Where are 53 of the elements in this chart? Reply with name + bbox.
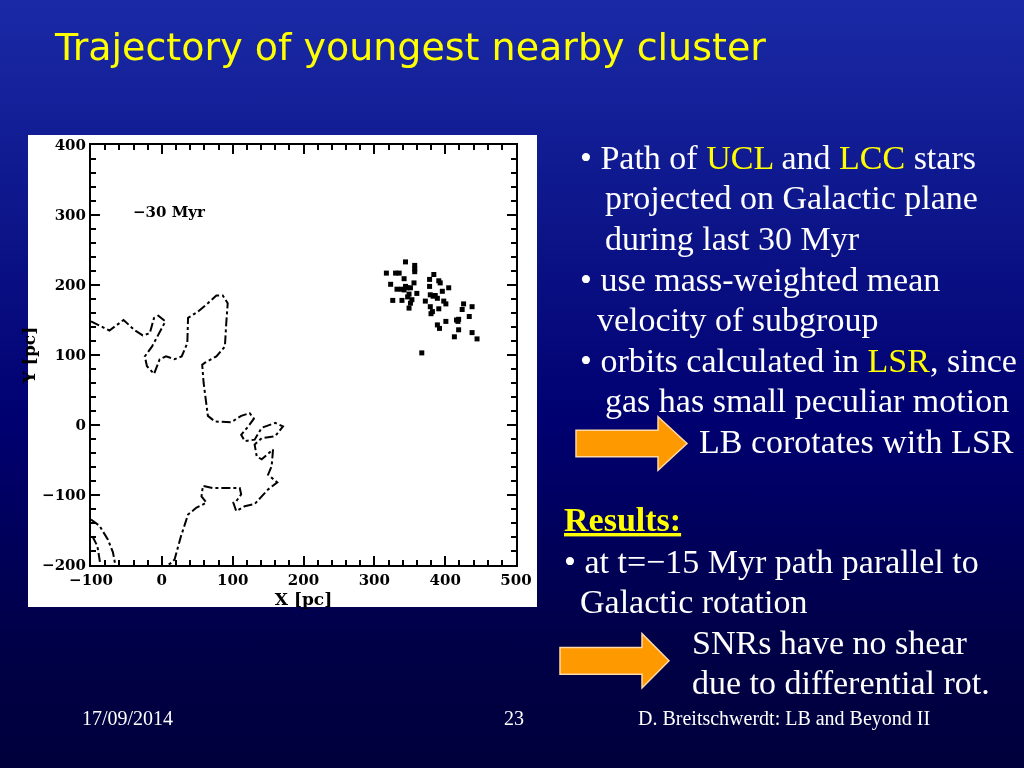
point	[469, 330, 475, 336]
point	[414, 290, 420, 296]
text: • at t=−15 Myr path parallel to Galactic rotation	[564, 543, 979, 620]
text: 17/09/2014	[82, 707, 174, 729]
text: • Path of UCL and LCC stars projected on Galactic plane during last 30 Myr	[580, 139, 978, 257]
point	[399, 297, 405, 303]
point	[446, 285, 452, 291]
point	[419, 350, 425, 356]
point	[403, 259, 408, 265]
point	[427, 283, 433, 289]
point	[406, 305, 412, 311]
x-tick-label: 300	[358, 571, 390, 589]
x-tick-label: 100	[217, 571, 249, 589]
point	[383, 270, 389, 276]
text: SNRs have no shear due to differential rot.	[692, 624, 990, 701]
point	[461, 301, 467, 307]
text: • use mass-weighted mean velocity of subgroup	[580, 261, 941, 338]
text: LB corotates with LSR	[699, 423, 1014, 460]
x-tick-label: 200	[287, 571, 320, 589]
chart-title: Trajectory of youngest nearby cluster	[54, 25, 767, 70]
x-tick-label: 500	[500, 571, 532, 589]
y-tick-label: 300	[54, 206, 86, 225]
point	[443, 318, 449, 324]
x-axis-title: X [pc]	[274, 589, 333, 609]
point	[439, 288, 445, 294]
point	[451, 334, 457, 340]
y-tick-label: 0	[75, 416, 86, 435]
point	[390, 297, 396, 303]
point	[427, 304, 433, 310]
point	[427, 276, 433, 282]
y-tick-label: 200	[54, 276, 86, 295]
y-tick-label: 400	[54, 136, 86, 155]
point	[422, 298, 428, 304]
point	[456, 327, 462, 333]
point	[401, 276, 407, 282]
text: Results:	[564, 501, 682, 538]
y-tick-label: 100	[54, 346, 86, 365]
point	[466, 314, 472, 319]
point	[459, 307, 465, 312]
x-tick-label: 400	[429, 571, 461, 589]
text: 23	[504, 707, 524, 729]
point	[474, 336, 480, 342]
point	[469, 304, 475, 310]
point	[431, 272, 437, 277]
y-tick-label: −100	[42, 486, 86, 505]
text: D. Breitschwerdt: LB and Beyond II	[638, 707, 931, 730]
point	[411, 280, 417, 286]
point	[436, 306, 442, 312]
text: • orbits calculated in LSR, since gas has small peculiar motion	[580, 342, 1017, 419]
x-tick-label: 0	[156, 571, 168, 589]
y-axis-title: Y [pc]	[19, 326, 40, 385]
annotation: −30 Myr	[133, 203, 206, 221]
point	[388, 281, 394, 287]
